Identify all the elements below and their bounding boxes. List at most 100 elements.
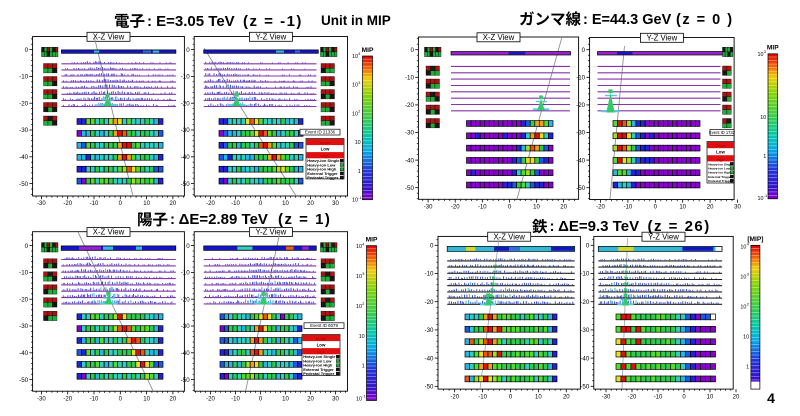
svg-text:0: 0 [430,243,434,250]
svg-text:0: 0 [25,243,29,250]
svg-text:-30: -30 [576,130,586,137]
svg-text:: ΔE=2.89 TeV: : ΔE=2.89 TeV [170,211,268,228]
svg-text:-20: -20 [206,396,215,402]
svg-text:0: 0 [586,243,590,250]
svg-text:(z = 26): (z = 26) [648,218,711,235]
svg-text:10: 10 [282,396,289,402]
svg-text:-30: -30 [425,327,435,334]
svg-text:1: 1 [362,364,365,370]
svg-text:30: 30 [332,396,339,402]
svg-text:-50: -50 [19,181,29,188]
svg-text:(z = -1): (z = -1) [243,13,303,30]
svg-text:X-Z View: X-Z View [483,33,515,42]
svg-text:0: 0 [119,201,123,207]
svg-text:Low: Low [321,146,330,151]
svg-text:10: 10 [740,275,746,281]
svg-text:Heavy-ion High: Heavy-ion High [307,167,337,172]
svg-text:-20: -20 [576,102,586,109]
svg-text:20: 20 [307,396,314,402]
svg-text:10: 10 [740,245,746,251]
svg-text:X-Z View: X-Z View [93,228,125,237]
svg-text:Heavy-ion Single: Heavy-ion Single [303,354,336,359]
svg-text:-30: -30 [37,396,46,402]
svg-text:20: 20 [170,201,177,207]
svg-text:10: 10 [352,54,358,60]
svg-text:-50: -50 [181,181,191,188]
svg-text:: E=3.05 TeV: : E=3.05 TeV [147,13,235,30]
svg-text:10: 10 [356,396,362,402]
svg-text:Unit in MIP: Unit in MIP [321,13,391,28]
svg-text:Heavy-ion Single: Heavy-ion Single [708,162,733,166]
svg-text:10: 10 [355,140,361,146]
svg-text:2: 2 [358,110,360,114]
svg-text:High: High [317,351,325,355]
svg-text:10: 10 [143,396,150,402]
svg-text:1: 1 [763,154,766,160]
svg-text:-20: -20 [19,100,29,107]
svg-text:-10: -10 [231,396,240,402]
svg-text:External Trigger: External Trigger [303,367,334,372]
svg-text:MIP: MIP [362,47,374,54]
svg-text:Heavy-ion Low: Heavy-ion Low [708,167,730,171]
svg-text:Pedestal Trigger: Pedestal Trigger [307,175,339,180]
svg-text:Heavy-ion High: Heavy-ion High [303,363,333,368]
svg-text:-10: -10 [576,75,586,82]
svg-text:Heavy-ion Low: Heavy-ion Low [307,162,336,167]
svg-text:Single: Single [320,141,331,145]
svg-text:Y-Z View: Y-Z View [648,232,679,241]
svg-text:-40: -40 [580,355,590,362]
svg-text:External Trigger: External Trigger [708,175,732,179]
svg-text:20: 20 [170,396,177,402]
svg-text:30: 30 [734,205,741,211]
svg-text:-40: -40 [19,350,29,357]
svg-text:20: 20 [563,394,570,400]
svg-text:3: 3 [747,273,749,277]
svg-text:10: 10 [356,274,362,280]
svg-text:-10: -10 [624,205,633,211]
svg-text:-20: -20 [181,296,191,303]
svg-text:-20: -20 [628,394,637,400]
svg-text:-30: -30 [37,201,46,207]
svg-text:-50: -50 [576,185,586,192]
svg-text:0: 0 [410,47,414,54]
svg-text:10: 10 [359,334,365,340]
svg-text:3: 3 [362,272,364,276]
svg-text:10: 10 [282,201,289,207]
svg-text:-20: -20 [450,394,459,400]
svg-text:-30: -30 [19,127,29,134]
svg-text:Low: Low [317,342,326,347]
svg-text:Event ID 1732: Event ID 1732 [709,130,736,135]
svg-text:Heavy-ion High: Heavy-ion High [708,171,731,175]
svg-text:-20: -20 [425,299,435,306]
svg-text:(z = 1): (z = 1) [278,211,331,228]
svg-text:Single: Single [316,337,327,341]
svg-text:-20: -20 [580,299,590,306]
svg-text:Y-Z View: Y-Z View [647,33,678,42]
svg-text:10: 10 [352,83,358,89]
svg-text:-10: -10 [231,201,240,207]
svg-text:-20: -20 [451,205,460,211]
svg-text:0: 0 [509,394,513,400]
svg-text:-40: -40 [425,355,435,362]
svg-text:-1: -1 [764,194,767,198]
svg-text:-30: -30 [580,327,590,334]
svg-text:-20: -20 [63,201,72,207]
svg-text:-20: -20 [596,205,605,211]
svg-text:Pedestal Trigger: Pedestal Trigger [708,179,733,183]
svg-text:Y-Z View: Y-Z View [256,32,287,41]
svg-text:-10: -10 [425,271,435,278]
svg-text:External Trigger: External Trigger [307,171,338,176]
svg-text:10: 10 [533,205,540,211]
svg-text:20: 20 [307,201,314,207]
svg-text:-1: -1 [358,196,361,200]
svg-text:3: 3 [764,50,766,54]
svg-text:10: 10 [535,394,542,400]
svg-text:MIP: MIP [366,236,378,243]
svg-text:-20: -20 [405,102,415,109]
svg-text:-50: -50 [425,384,435,391]
svg-text:10: 10 [356,244,362,250]
svg-text:-20: -20 [206,201,215,207]
svg-text:-30: -30 [602,394,611,400]
svg-text:4: 4 [767,390,775,406]
svg-text:0: 0 [682,394,686,400]
